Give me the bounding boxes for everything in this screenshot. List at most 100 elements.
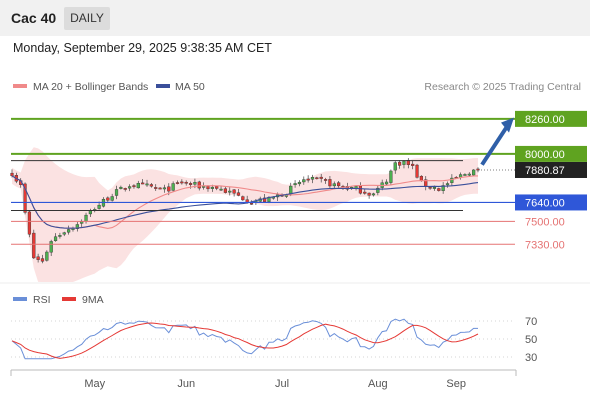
candle-body xyxy=(171,183,175,191)
candle xyxy=(119,185,123,190)
candle-body xyxy=(297,181,302,185)
candle xyxy=(127,184,132,192)
candle-body xyxy=(363,191,367,194)
credit-text: Research © 2025 Trading Central xyxy=(424,81,581,93)
candle-body xyxy=(393,162,397,171)
candle-body xyxy=(415,164,419,178)
rsi-line xyxy=(11,318,478,360)
candle-body xyxy=(411,163,415,166)
resistance-label-box xyxy=(515,110,587,127)
candle xyxy=(158,187,162,190)
candle-body xyxy=(241,196,245,201)
rsi-legend-label: RSI xyxy=(33,294,51,306)
candle xyxy=(154,184,158,191)
candle xyxy=(463,173,467,176)
candle-body xyxy=(328,179,332,187)
candle xyxy=(132,184,136,189)
bollinger-band xyxy=(12,147,478,282)
support-label: 7500.00 xyxy=(525,216,565,228)
candle-body xyxy=(206,186,210,190)
candle-body xyxy=(332,183,336,187)
candle xyxy=(310,174,315,184)
candle-body xyxy=(23,183,27,213)
candle-body xyxy=(306,178,310,181)
ma50-legend-label: MA 50 xyxy=(175,81,205,93)
resistance-label: 8260.00 xyxy=(525,114,565,126)
rsi-tick-label: 50 xyxy=(525,334,537,346)
resistance-label: 8000.00 xyxy=(525,149,565,161)
candle xyxy=(236,188,241,197)
candle xyxy=(367,192,371,199)
candle-body xyxy=(289,185,293,195)
candle-body xyxy=(249,203,254,205)
candle xyxy=(62,231,66,237)
candle-body xyxy=(437,188,441,191)
candle xyxy=(114,185,119,200)
candle-body xyxy=(32,232,36,259)
last-price-label: 7880.87 xyxy=(525,165,565,177)
candle-body xyxy=(441,185,445,191)
candle xyxy=(302,176,306,185)
support-label: 7640.00 xyxy=(525,197,565,209)
candle xyxy=(145,179,149,187)
candle-body xyxy=(154,187,158,189)
candle xyxy=(398,160,402,169)
candle-body xyxy=(223,188,228,193)
support-label-box xyxy=(515,194,587,211)
candle-body xyxy=(319,176,323,179)
candle-body xyxy=(114,189,119,196)
candle-body xyxy=(75,224,79,229)
candle-body xyxy=(84,214,88,222)
candle xyxy=(241,195,245,201)
ma20-legend-swatch xyxy=(13,84,27,88)
forecast-arrowhead xyxy=(501,117,514,133)
candle xyxy=(445,181,450,188)
ma50-line xyxy=(11,175,479,229)
candle-body xyxy=(175,182,180,184)
candle-body xyxy=(162,187,167,190)
candle-body xyxy=(463,174,467,176)
candle xyxy=(36,253,40,263)
support-label: 7330.00 xyxy=(525,239,565,251)
candle-body xyxy=(398,161,402,166)
candle-body xyxy=(371,193,376,196)
candle-body xyxy=(345,186,349,190)
time-axis: May Jun Jul Aug Sep xyxy=(10,369,517,390)
candle-body xyxy=(49,241,53,253)
candle-body xyxy=(40,258,45,262)
candle xyxy=(306,175,310,183)
candle xyxy=(411,160,415,170)
month-label: Sep xyxy=(446,378,466,390)
candle xyxy=(223,186,228,194)
candle-body xyxy=(132,185,136,188)
candle-body xyxy=(323,179,328,181)
candle-body xyxy=(450,177,454,183)
candle xyxy=(472,169,476,176)
candle-body xyxy=(97,204,101,209)
month-label: Jul xyxy=(275,378,289,390)
candle-body xyxy=(119,186,123,189)
candle xyxy=(110,193,114,202)
candle-body xyxy=(184,181,188,184)
candle-body xyxy=(145,183,149,186)
candle-body xyxy=(315,177,319,180)
candle xyxy=(393,161,397,174)
candle xyxy=(184,180,188,186)
candle-body xyxy=(302,179,306,183)
candle xyxy=(141,179,145,185)
candle xyxy=(389,169,393,186)
candle-body xyxy=(376,187,380,193)
candle xyxy=(297,180,302,187)
candle-body xyxy=(27,211,32,235)
candle-body xyxy=(88,210,92,215)
candle xyxy=(45,250,49,262)
resistance-label-box xyxy=(515,145,587,162)
candle-body xyxy=(310,177,315,180)
candle xyxy=(40,254,45,264)
interval-badge[interactable]: DAILY xyxy=(64,7,110,30)
candle-body xyxy=(36,256,40,260)
ma20-legend-label: MA 20 + Bollinger Bands xyxy=(33,81,148,93)
candle xyxy=(58,232,62,239)
